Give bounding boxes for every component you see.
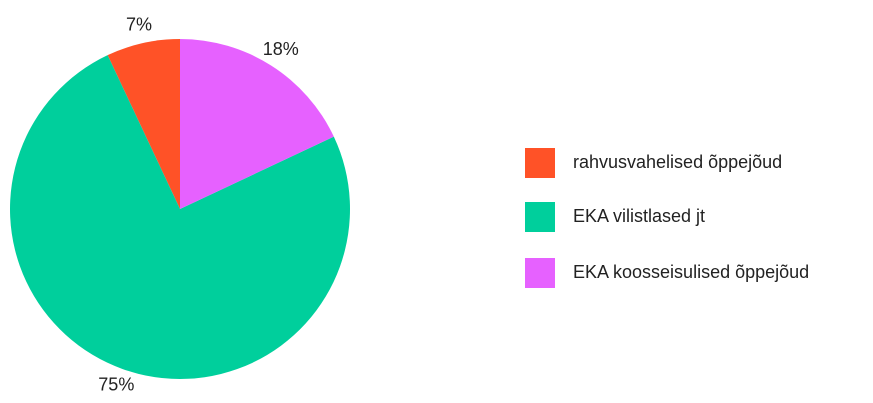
legend-swatch bbox=[525, 202, 555, 232]
legend-label: EKA vilistlased jt bbox=[573, 206, 705, 226]
pie-slice bbox=[107, 39, 180, 209]
legend-swatch bbox=[525, 258, 555, 288]
legend-label: rahvusvahelised õppejõud bbox=[573, 152, 782, 172]
pie-slice bbox=[180, 39, 334, 209]
pie-slice bbox=[10, 55, 351, 380]
legend-label: EKA koosseisulised õppejõud bbox=[573, 262, 809, 282]
legend-swatch bbox=[525, 148, 555, 178]
data-label: 75% bbox=[98, 375, 134, 395]
data-label: 7% bbox=[126, 14, 152, 34]
data-label: 18% bbox=[263, 39, 299, 59]
